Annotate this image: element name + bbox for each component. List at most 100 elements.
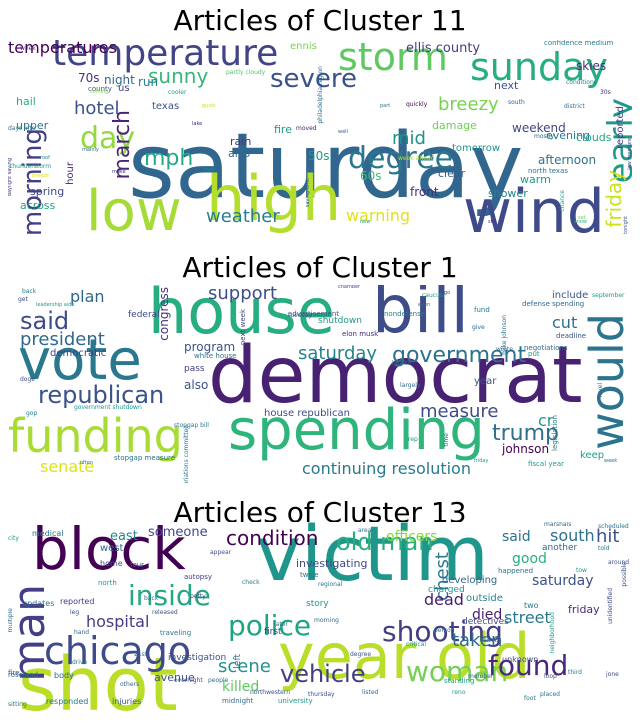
word-later: later — [274, 621, 288, 628]
word-often: often — [80, 460, 93, 466]
word-next: next — [494, 79, 519, 92]
word-appropriations-committee: appropriations committee — [183, 425, 190, 483]
word-first: first — [264, 627, 282, 637]
word-government: government — [392, 343, 527, 368]
word-support: support — [208, 285, 278, 304]
word-saturday: saturday — [298, 343, 378, 364]
word-south: south — [508, 99, 525, 106]
word-updates: updates — [22, 599, 55, 608]
word-degree: degree — [348, 141, 454, 176]
word-mostly: mostly — [534, 133, 555, 140]
word-dead: dead — [424, 590, 464, 609]
word-set: set — [578, 215, 586, 221]
word-someone: someone — [148, 525, 208, 540]
word-saturday: saturday — [128, 114, 524, 219]
word-skies: skies — [576, 59, 607, 73]
word-tuesday: tuesday — [288, 312, 313, 319]
word-friday: friday — [602, 170, 626, 228]
word-negotiations: negotiations — [524, 344, 568, 352]
word-us: us — [118, 83, 130, 94]
word-rain: rain — [230, 135, 252, 148]
word-unidentified: unidentified — [607, 588, 614, 624]
word-officers: officers — [386, 529, 438, 545]
word-severe: severe — [270, 64, 358, 94]
word-low: low — [86, 179, 182, 239]
word-south: south — [550, 526, 595, 545]
word-democrat: democrat — [208, 331, 583, 421]
word-roseland: roseland — [8, 671, 39, 679]
word-people: people — [208, 677, 229, 684]
word-member: member — [468, 673, 494, 680]
word-reno: reno — [452, 689, 466, 696]
word-mainly: mainly — [82, 147, 99, 153]
word-week-ahead: week ahead — [398, 155, 435, 162]
word-woman: woman — [406, 655, 509, 688]
word-saving-time: saving time — [305, 178, 311, 208]
word-vote: vote — [18, 328, 142, 393]
word-hotel: hotel — [74, 98, 120, 119]
word-30s: 30s — [600, 89, 611, 96]
word-health: health — [392, 360, 411, 367]
word-reported: reported — [60, 597, 95, 606]
word-leg: leg — [70, 609, 80, 616]
word-put: put — [528, 350, 540, 358]
word-fire: fire — [274, 123, 292, 136]
word-elon-musk: elon musk — [342, 330, 379, 338]
word-drive: drive — [72, 659, 88, 666]
word-plan: plan — [70, 287, 105, 306]
word-vehicle: vehicle — [280, 660, 366, 688]
word-overnight: overnight — [174, 677, 203, 684]
word-conditions: conditions — [566, 79, 597, 86]
word-developing: developing — [442, 575, 498, 586]
word-largely: largely — [400, 382, 421, 389]
word-night: night — [104, 73, 135, 87]
word-shower: shower — [488, 187, 528, 200]
word-neighborhood: neighborhood — [549, 612, 556, 654]
word-good: good — [512, 551, 547, 567]
word-listed: listed — [362, 689, 379, 696]
word-twice: twice — [300, 571, 319, 579]
word-critical: critical — [406, 641, 427, 648]
word-johnson: johnson — [502, 442, 550, 456]
word-wind: wind — [463, 177, 605, 238]
word-district: district — [564, 103, 585, 110]
word-appear: appear — [210, 549, 232, 556]
word-around: around — [608, 559, 630, 566]
word-federal: federal — [128, 310, 160, 320]
word-deadline: deadline — [556, 332, 587, 340]
word-government-shutdown: government shutdown — [74, 404, 142, 411]
word-continuing-resolution: continuing resolution — [302, 459, 471, 478]
word-city: city — [8, 535, 19, 542]
word-county: county — [88, 85, 112, 93]
word-told: told — [598, 545, 610, 552]
word-snow: snow — [574, 219, 587, 225]
word-next-week: next week — [239, 309, 247, 346]
word-sky: sky — [488, 219, 497, 225]
word-temperature: temperature — [52, 40, 279, 74]
word-clear: clear — [438, 167, 466, 180]
word-story: story — [306, 599, 329, 609]
word-jone: jone — [606, 671, 619, 678]
word-spending: spending — [228, 398, 485, 463]
word-charged: charged — [428, 585, 465, 595]
word-person: person — [434, 627, 455, 634]
word-found: found — [488, 649, 569, 682]
word-cr: cr — [538, 411, 554, 430]
word-others: others — [120, 681, 140, 688]
word-shooting: shooting — [382, 615, 503, 648]
word-week: week — [604, 458, 618, 464]
word-died: died — [472, 607, 503, 623]
word-taken: taken — [452, 630, 503, 651]
word-60s: 60s — [360, 169, 382, 183]
word-president: president — [20, 329, 105, 350]
word-degree: degree — [350, 651, 372, 658]
word-texas: texas — [152, 101, 180, 112]
word-even: even — [418, 302, 431, 308]
word-senate: senate — [40, 457, 95, 476]
word-detectives: detectives — [462, 617, 509, 627]
word-petty: petty — [190, 593, 206, 600]
word-fund: fund — [474, 306, 490, 314]
word-morning: morning — [18, 128, 48, 237]
word-sitting: sitting — [8, 701, 27, 708]
word-old-man: old man — [336, 528, 434, 556]
